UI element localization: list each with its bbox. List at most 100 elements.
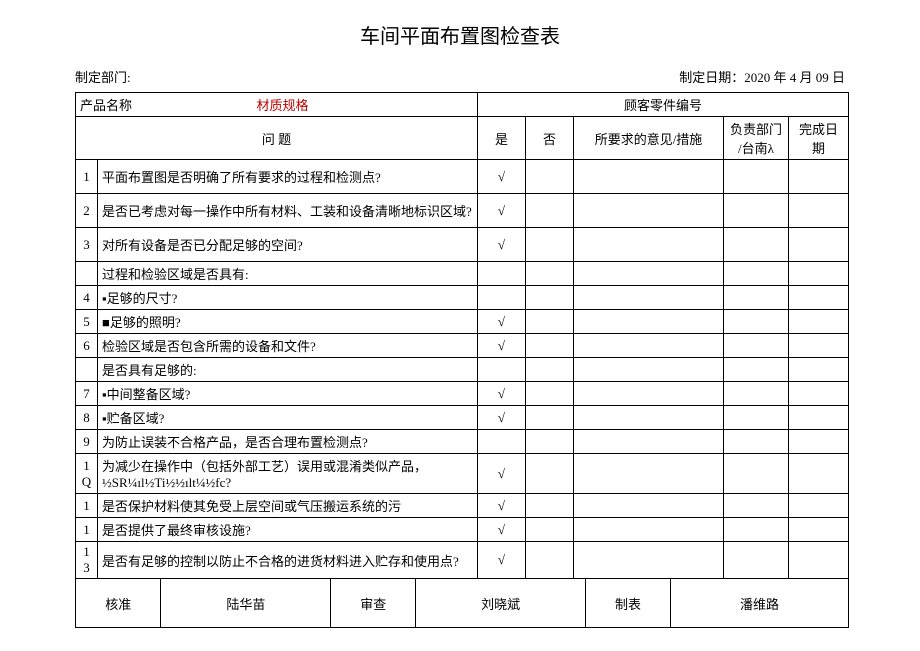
review-label: 审查 — [331, 579, 416, 627]
signature-row: 核准 陆华苗 审查 刘晓斌 制表 潘维路 — [76, 579, 849, 628]
question-cell: 检验区域是否包含所需的设备和文件? — [98, 334, 478, 358]
question-cell: ■足够的照明? — [98, 310, 478, 334]
yes-cell — [478, 430, 526, 454]
done-cell — [789, 430, 849, 454]
yes-cell: √ — [478, 228, 526, 262]
yes-cell: √ — [478, 454, 526, 494]
table-row: 1是否提供了最终审核设施?√ — [76, 518, 849, 542]
empty-cell — [724, 358, 789, 382]
empty-cell — [724, 262, 789, 286]
dept-label: 制定部门: — [75, 67, 131, 86]
dept-cell — [724, 286, 789, 310]
question-cell: ▪贮备区域? — [98, 406, 478, 430]
header-row-2: 问 题 是 否 所要求的意见/措施 负责部门 /台南λ 完成日期 — [76, 117, 849, 160]
dept-cell — [724, 494, 789, 518]
dept-cell — [724, 542, 789, 579]
question-cell: 是否有足够的控制以防止不合格的进货材料进入贮存和使用点? — [98, 542, 478, 579]
table-row: 8▪贮备区域?√ — [76, 406, 849, 430]
row-num — [76, 358, 98, 382]
material-spec-label: 材质规格 — [132, 95, 433, 114]
date-label: 制定日期： — [679, 70, 744, 85]
opinion-cell — [574, 286, 724, 310]
yes-cell: √ — [478, 194, 526, 228]
table-row: 5■足够的照明?√ — [76, 310, 849, 334]
table-row: 1平面布置图是否明确了所有要求的过程和检测点?√ — [76, 160, 849, 194]
row-num: 9 — [76, 430, 98, 454]
dept-cell — [724, 454, 789, 494]
customer-part-label: 顾客零件编号 — [554, 95, 771, 114]
dept-header-l1: 负责部门 — [730, 122, 782, 137]
done-cell — [789, 194, 849, 228]
done-cell — [789, 454, 849, 494]
done-cell — [789, 160, 849, 194]
row-num: 5 — [76, 310, 98, 334]
dept-cell — [724, 518, 789, 542]
yes-cell: √ — [478, 494, 526, 518]
done-cell — [789, 518, 849, 542]
done-cell — [789, 334, 849, 358]
table-row: 1 3是否有足够的控制以防止不合格的进货材料进入贮存和使用点?√ — [76, 542, 849, 579]
done-cell — [789, 406, 849, 430]
table-row: 3对所有设备是否已分配足够的空间?√ — [76, 228, 849, 262]
opinion-cell — [574, 406, 724, 430]
opinion-cell — [574, 228, 724, 262]
dept-cell — [724, 310, 789, 334]
dept-cell — [724, 406, 789, 430]
table-row: 2是否已考虑对每一操作中所有材料、工装和设备清晰地标识区域?√ — [76, 194, 849, 228]
section-label: 是否具有足够的: — [98, 358, 478, 382]
table-row: 1 Q为减少在操作中（包括外部工艺）误用或混淆类似产品，½SR¼ıl½Ti½½ı… — [76, 454, 849, 494]
question-cell: 为防止误装不合格产品，是否合理布置检测点? — [98, 430, 478, 454]
no-cell — [526, 430, 574, 454]
question-cell: 为减少在操作中（包括外部工艺）误用或混淆类似产品，½SR¼ıl½Ti½½ılt¼… — [98, 454, 478, 494]
customer-part-cell: 顾客零件编号 — [478, 93, 849, 117]
opinion-cell — [574, 310, 724, 334]
question-cell: 是否提供了最终审核设施? — [98, 518, 478, 542]
empty-cell — [574, 358, 724, 382]
table-row: 9为防止误装不合格产品，是否合理布置检测点? — [76, 430, 849, 454]
question-cell: 平面布置图是否明确了所有要求的过程和检测点? — [98, 160, 478, 194]
table-row: 过程和检验区域是否具有: — [76, 262, 849, 286]
done-cell — [789, 542, 849, 579]
yes-header: 是 — [478, 117, 526, 160]
opinion-cell — [574, 542, 724, 579]
opinion-cell — [574, 518, 724, 542]
row-num: 7 — [76, 382, 98, 406]
yes-cell: √ — [478, 518, 526, 542]
approve-name: 陆华苗 — [161, 579, 331, 627]
done-header: 完成日期 — [789, 117, 849, 160]
opinion-cell — [574, 194, 724, 228]
table-row: 6检验区域是否包含所需的设备和文件?√ — [76, 334, 849, 358]
no-cell — [526, 382, 574, 406]
empty-cell — [526, 358, 574, 382]
yes-cell: √ — [478, 406, 526, 430]
dept-cell — [724, 382, 789, 406]
no-cell — [526, 518, 574, 542]
product-name-label: 产品名称 — [80, 95, 132, 114]
dept-cell — [724, 334, 789, 358]
dept-cell — [724, 160, 789, 194]
no-cell — [526, 334, 574, 358]
empty-cell — [574, 262, 724, 286]
no-header: 否 — [526, 117, 574, 160]
question-header: 问 题 — [76, 117, 478, 160]
table-row: 1是否保护材料使其免受上层空间或气压搬运系统的污√ — [76, 494, 849, 518]
product-name-cell: 产品名称 材质规格 — [76, 93, 478, 117]
yes-cell: √ — [478, 382, 526, 406]
empty-cell — [789, 358, 849, 382]
yes-cell: √ — [478, 542, 526, 579]
review-name: 刘晓斌 — [416, 579, 586, 627]
no-cell — [526, 160, 574, 194]
opinion-cell — [574, 160, 724, 194]
date-block: 制定日期：2020 年 4 月 09 日 — [679, 67, 845, 86]
dept-cell — [724, 228, 789, 262]
opinion-cell — [574, 430, 724, 454]
row-num: 2 — [76, 194, 98, 228]
question-cell: ▪足够的尺寸? — [98, 286, 478, 310]
dept-header: 负责部门 /台南λ — [724, 117, 789, 160]
approve-label: 核准 — [76, 579, 161, 627]
row-num: 1 — [76, 160, 98, 194]
no-cell — [526, 406, 574, 430]
yes-cell — [478, 286, 526, 310]
done-cell — [789, 494, 849, 518]
no-cell — [526, 310, 574, 334]
